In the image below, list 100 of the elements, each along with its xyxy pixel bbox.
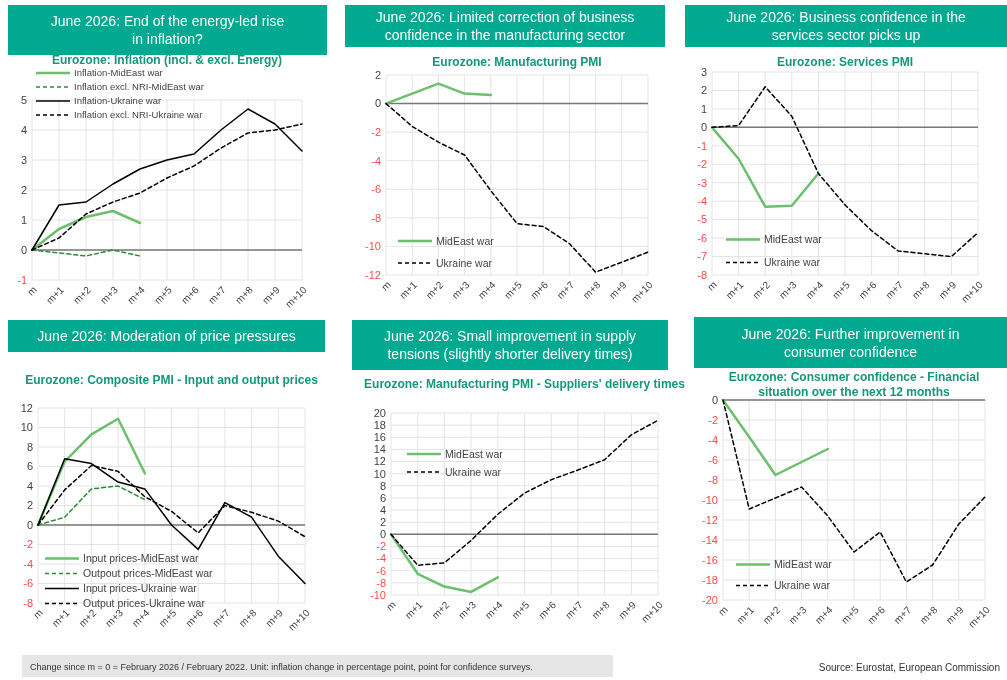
chart-title: June 2026: Small improvement in supply tensions (slightly shorter delivery times) [383,328,637,362]
y-tick-label: -4 [376,552,386,565]
y-tick-label: -2 [376,540,386,553]
legend-label: Input prices-Ukraine war [83,582,198,595]
legend-label: Outpout prices-MidEast war [83,567,214,580]
y-tick-label: -8 [376,576,386,589]
y-tick-label: -6 [23,577,33,590]
x-tick-label: m+1 [723,278,746,301]
chart-title: June 2026: End of the energy-led rise in inflation? [50,13,285,47]
y-tick-label: 12 [373,455,386,468]
legend-label: MidEast war [774,558,833,571]
x-tick-label: m+1 [397,278,420,301]
x-tick-label: m+9 [616,598,639,621]
y-tick-label: 6 [26,460,33,473]
y-tick-label: -8 [23,596,33,609]
y-tick-label: 16 [373,431,386,444]
y-tick-label: 2 [26,499,33,512]
x-tick-label: m+9 [260,283,283,306]
y-tick-label: -16 [702,553,718,566]
chart-subtitle: Eurozone: Services PMI [776,55,914,69]
line-series [389,533,500,594]
y-tick-label: 1 [700,102,707,115]
x-tick-label: m+1 [44,283,67,306]
x-tick-label: m [379,279,393,293]
y-tick-label: 2 [700,84,707,97]
x-tick-label: m+1 [49,606,72,629]
chart-subtitle: Eurozone: Consumer confidence - Financial situation over the next 12 months [728,370,980,399]
chart-subtitle: Eurozone: Composite PMI - Input and output prices [25,373,319,387]
x-tick-label: m [384,599,398,613]
x-tick-label: m [705,279,719,293]
y-tick-label: -6 [371,183,381,196]
chart-subtitle: Eurozone: Manufacturing PMI - Suppliers' delivery times [364,377,686,391]
legend-label: MidEast war [445,447,504,460]
y-tick-label: -3 [697,176,707,189]
y-tick-label: 3 [700,65,707,78]
y-tick-label: 1 [20,213,27,226]
chart-subtitle: Eurozone: Manufacturing PMI [432,55,602,69]
y-tick-label: 12 [20,401,33,414]
y-tick-label: -8 [697,268,707,281]
line-series [721,398,830,477]
legend-label: Inflation-MidEast war [74,67,163,79]
y-tick-label: -8 [371,211,381,224]
y-tick-label: -10 [370,588,386,601]
y-tick-label: 14 [373,443,386,456]
legend-label: Ukraine war [774,579,831,592]
legend-label: Inflation excl. NRI-MidEast war [74,81,204,93]
y-tick-label: -6 [708,453,718,466]
line-series [711,86,979,258]
y-tick-label: -2 [708,413,718,426]
y-tick-label: 0 [700,121,707,134]
y-tick-label: 18 [373,418,386,431]
y-tick-label: -10 [365,240,381,253]
chart-title: June 2026: Limited correction of business confidence in the manufacturing sector [375,9,635,43]
x-tick-label: m+3 [98,283,121,306]
legend-label: MidEast war [764,233,823,246]
x-tick-label: m+9 [606,278,629,301]
x-tick-label: m+2 [71,283,94,306]
x-tick-label: m+8 [233,283,256,306]
y-tick-label: -6 [376,564,386,577]
y-tick-label: 0 [374,97,381,110]
y-tick-label: -7 [697,250,707,263]
y-tick-label: 4 [26,479,33,492]
source-note: Source: Eurostat, European Commission [818,661,1000,673]
y-tick-label: -10 [702,493,718,506]
y-tick-label: -2 [23,538,33,551]
legend-label: Ukraine war [445,465,502,478]
y-tick-label: 0 [20,243,27,256]
line-series [390,419,659,567]
legend-label: Inflation-Ukraine war [74,95,162,107]
y-tick-label: 2 [379,516,386,529]
y-tick-label: 0 [711,393,718,406]
y-tick-label: -1 [697,139,707,152]
y-tick-label: -8 [708,473,718,486]
legend-label: Inflation excl. NRI-Ukraine war [74,109,203,121]
x-tick-label: m [716,604,730,618]
y-tick-label: 8 [26,440,33,453]
y-tick-label: 2 [20,183,27,196]
legend-label: MidEast war [436,234,495,247]
y-tick-label: -1 [17,273,27,286]
y-tick-label: -12 [702,513,718,526]
y-tick-label: -4 [708,433,718,446]
y-tick-label: -6 [697,231,707,244]
y-tick-label: -4 [23,557,33,570]
x-tick-label: m+6 [179,283,202,306]
y-tick-label: 20 [373,406,386,419]
x-tick-label: m+1 [402,598,425,621]
text: Change since m = 0 = February 2026 / February 2022. Unit: inflation change in percentage point, point for confidence surveys. [30,662,533,673]
legend-label: Output prices-Ukraine war [83,597,206,610]
y-tick-label: 0 [26,518,33,531]
y-tick-label: -14 [702,533,718,546]
x-tick-label: m [31,607,45,621]
x-tick-label: m+9 [263,606,286,629]
y-tick-label: -4 [371,154,381,167]
line-series [722,399,986,583]
y-tick-label: 8 [379,479,386,492]
y-tick-label: 0 [379,528,386,541]
y-tick-label: -5 [697,213,707,226]
chart-title: June 2026: Further improvement in consumer confidence [741,325,960,360]
legend-label: Ukraine war [764,256,821,269]
y-tick-label: 10 [20,421,33,434]
